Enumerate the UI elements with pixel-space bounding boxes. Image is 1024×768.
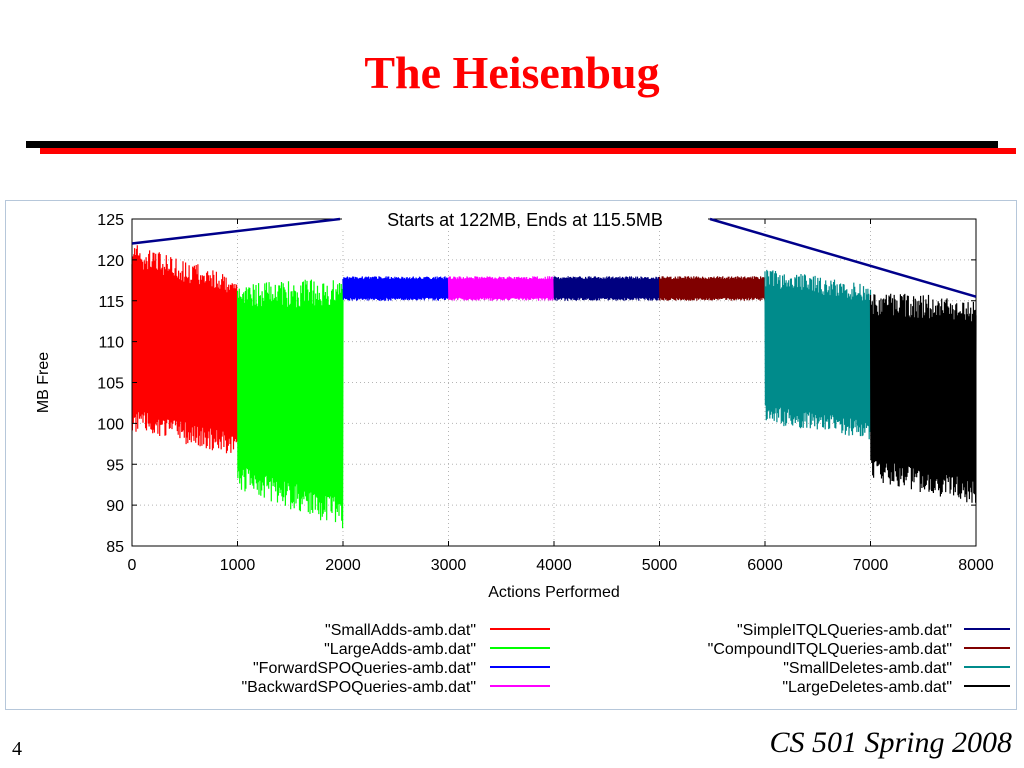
chart-frame: 0 1000 2000 3000 4000 5000 6000 7000 8000 85 90 95 1… <box>5 200 1017 710</box>
series-line <box>342 276 450 301</box>
y-tick-label: 115 <box>98 294 124 311</box>
series-line <box>869 293 977 503</box>
series-line <box>447 276 555 301</box>
series-line <box>553 276 661 301</box>
x-tick-label: 8000 <box>958 557 994 574</box>
y-tick-label: 125 <box>97 212 124 229</box>
legend-entry-label: "SmallAdds-amb.dat" <box>325 622 476 639</box>
legend-entry-label: "ForwardSPOQueries-amb.dat" <box>253 660 476 677</box>
y-tick-label: 90 <box>106 498 124 515</box>
legend-entry-label: "BackwardSPOQueries-amb.dat" <box>241 679 476 696</box>
annotation-backdrop <box>342 207 708 231</box>
legend-entry-label: "CompoundITQLQueries-amb.dat" <box>708 641 952 658</box>
x-tick-label: 0 <box>128 557 137 574</box>
course-label: CS 501 Spring 2008 <box>769 726 1012 759</box>
y-axis-label: MB Free <box>35 352 52 413</box>
x-tick-label: 7000 <box>853 557 889 574</box>
legend-entry-label: "LargeDeletes-amb.dat" <box>782 679 952 696</box>
annotation-layer: Starts at 122MB, Ends at 115.5MB <box>131 207 977 298</box>
legend-entry-label: "SimpleITQLQueries-amb.dat" <box>737 622 952 639</box>
legend: "SmallAdds-amb.dat" "LargeAdds-amb.dat" "F… <box>241 622 1010 696</box>
x-tick-label: 4000 <box>536 557 572 574</box>
series-line <box>131 245 239 454</box>
x-tick-label: 3000 <box>431 557 467 574</box>
y-tick-label: 85 <box>106 539 124 556</box>
x-tick-label: 2000 <box>325 557 361 574</box>
x-tick-label: 6000 <box>747 557 783 574</box>
series-line <box>764 269 872 440</box>
title-rule-accent <box>40 148 1016 154</box>
x-tick-label: 5000 <box>642 557 678 574</box>
x-axis-label: Actions Performed <box>488 584 620 601</box>
y-tick-label: 105 <box>97 376 124 393</box>
legend-entry-label: "SmallDeletes-amb.dat" <box>783 660 952 677</box>
trend-line-left <box>131 217 341 245</box>
series-layer <box>131 245 977 529</box>
slide-title: The Heisenbug <box>364 47 660 98</box>
y-tick-label: 120 <box>97 253 124 270</box>
title-rule-dark <box>26 141 998 148</box>
legend-entry-label: "LargeAdds-amb.dat" <box>324 641 476 658</box>
slide-number: 4 <box>12 738 22 760</box>
memory-chart: 0 1000 2000 3000 4000 5000 6000 7000 8000 85 90 95 1… <box>35 207 1010 696</box>
trend-line-right <box>709 217 977 298</box>
x-tick-label: 1000 <box>220 557 256 574</box>
y-tick-label: 110 <box>98 335 124 352</box>
series-line <box>236 278 344 529</box>
series-line <box>658 276 766 301</box>
y-tick-label: 95 <box>106 457 124 474</box>
y-tick-label: 100 <box>97 416 124 433</box>
annotation-label: Starts at 122MB, Ends at 115.5MB <box>387 210 663 230</box>
